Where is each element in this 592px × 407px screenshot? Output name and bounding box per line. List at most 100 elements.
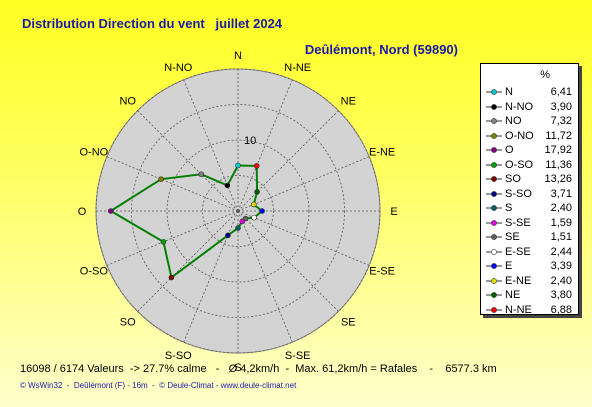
point-N-NE: [253, 163, 260, 169]
legend-swatch-O-NO: [486, 132, 502, 139]
direction-label-NE: NE: [341, 96, 356, 108]
direction-label-S-SO: S-SO: [165, 350, 192, 362]
point-E-NE: [250, 201, 257, 208]
point-S: [235, 225, 241, 231]
direction-label-S-SE: S-SE: [285, 350, 311, 362]
legend-swatch-SO: [486, 176, 502, 182]
legend-value-N-NE: 6,88: [550, 303, 572, 316]
legend-label-SE: SE: [505, 231, 520, 243]
legend-label-O: O: [505, 144, 514, 156]
chart-title: Distribution Direction du vent juillet 2…: [22, 16, 283, 31]
legend-swatch-N-NO: [486, 103, 502, 110]
legend-value-E-SE: 2,44: [550, 245, 572, 258]
legend-entry-E-NE: E-NE 2,40: [481, 274, 578, 289]
station-location: Deûlémont, Nord (59890): [304, 42, 458, 57]
legend-swatch-E-SE: [486, 248, 502, 255]
legend-entry-N-NE: N-NE 6,88: [481, 303, 578, 318]
direction-label-E: E: [390, 206, 397, 218]
direction-label-O-NO: O-NO: [80, 146, 109, 158]
point-O-NO: [158, 176, 164, 182]
direction-label-E-SE: E-SE: [369, 266, 395, 278]
summary-footer: 16098 / 6174 Valeurs -> 27.7% calme - Ø …: [20, 363, 497, 375]
legend-list: N 6,41 N-NO 3,90 NO 7,32 O-NO 11,72 O 17,92 O-SO 11…: [481, 85, 578, 317]
legend-label-SO: SO: [505, 173, 521, 185]
legend-entry-N-NO: N-NO 3,90: [481, 100, 578, 115]
point-E: [259, 208, 265, 214]
legend-entry-S-SE: S-SE 1,59: [481, 216, 578, 231]
legend-swatch-NO: [486, 118, 502, 124]
legend-unit-label: %: [540, 69, 550, 81]
legend-label-N: N: [505, 86, 513, 98]
legend-value-E-NE: 2,40: [550, 274, 572, 287]
legend-swatch-E-NE: [486, 277, 502, 284]
point-S-SO: [225, 232, 231, 239]
point-N: [235, 162, 241, 169]
direction-label-N-NE: N-NE: [284, 62, 311, 74]
point-NO: [198, 171, 205, 178]
legend-label-S-SE: S-SE: [505, 216, 531, 229]
legend-value-NO: 7,32: [550, 115, 572, 127]
legend-entry-O-SO: O-SO 11,36: [481, 158, 578, 173]
direction-label-O: O: [78, 206, 87, 218]
legend-label-E-SE: E-SE: [505, 245, 531, 258]
direction-label-SO: SO: [120, 316, 136, 328]
legend-value-E: 3,39: [550, 260, 572, 272]
legend-value-SE: 1,51: [550, 231, 572, 243]
point-E-SE: [251, 214, 257, 221]
legend-label-E-NE: E-NE: [505, 274, 532, 287]
point-SE: [242, 215, 249, 222]
legend-label-NE: NE: [505, 289, 521, 301]
legend-entry-SO: SO 13,26: [481, 172, 578, 187]
legend-label-E: E: [505, 260, 513, 272]
point-SO: [168, 274, 175, 281]
legend-value-N-NO: 3,90: [550, 100, 572, 113]
point-N-NO: [224, 182, 231, 189]
legend-value-S-SE: 1,59: [550, 216, 572, 229]
legend-value-O-SO: 11,36: [545, 158, 572, 171]
legend-entry-E-SE: E-SE 2,44: [481, 245, 578, 260]
direction-label-N-NO: N-NO: [164, 62, 193, 74]
grid-ring-10: [166, 139, 310, 283]
legend-swatch-SE: [486, 234, 502, 240]
direction-label-N: N: [234, 50, 242, 62]
point-O-SO: [160, 239, 167, 245]
legend-swatch-NE: [486, 292, 502, 298]
legend-swatch-N-NE: [486, 306, 502, 313]
legend-swatch-S-SE: [486, 219, 502, 226]
legend-label-N-NO: N-NO: [505, 100, 534, 113]
legend-entry-NE: NE 3,80: [481, 288, 578, 303]
legend-value-NE: 3,80: [550, 289, 572, 301]
legend-value-O-NO: 11,72: [545, 129, 572, 142]
legend-value-S-SO: 3,71: [550, 187, 572, 200]
legend-entry-O: O 17,92: [481, 143, 578, 158]
legend-swatch-N: [486, 89, 502, 95]
legend-entry-S-SO: S-SO 3,71: [481, 187, 578, 202]
direction-label-SE: SE: [341, 316, 356, 328]
legend-entry-N: N 6,41: [481, 85, 578, 100]
legend-swatch-O: [486, 147, 502, 153]
legend-value-SO: 13,26: [544, 173, 572, 185]
legend-entry-SE: SE 1,51: [481, 230, 578, 245]
direction-label-S: S: [234, 362, 241, 374]
legend-label-S-SO: S-SO: [505, 187, 532, 200]
grid-ring-5: [202, 175, 274, 247]
legend-label-S: S: [505, 202, 513, 214]
direction-label-O-SO: O-SO: [80, 266, 109, 278]
grid-ring-15: [131, 104, 345, 318]
direction-label-NO: NO: [119, 96, 136, 108]
legend-entry-O-NO: O-NO 11,72: [481, 129, 578, 144]
credits-line: © WsWin32 - Deûlémont (F) - 16m - © Deul…: [20, 381, 297, 390]
legend-value-O: 17,92: [544, 144, 572, 156]
legend-swatch-S: [486, 205, 502, 211]
direction-label-E-NE: E-NE: [369, 146, 395, 158]
legend-value-N: 6,41: [550, 86, 572, 98]
point-NE: [254, 189, 260, 195]
legend-swatch-E: [486, 263, 502, 269]
legend-entry-NO: NO 7,32: [481, 114, 578, 129]
legend-label-O-SO: O-SO: [505, 158, 534, 171]
legend-swatch-O-SO: [486, 161, 502, 168]
legend-label-O-NO: O-NO: [505, 129, 534, 142]
legend-swatch-S-SO: [486, 190, 502, 197]
legend-box: % N 6,41 N-NO 3,90 NO 7,32 O-NO 11,72 O 17,92 O-SO…: [480, 63, 579, 317]
